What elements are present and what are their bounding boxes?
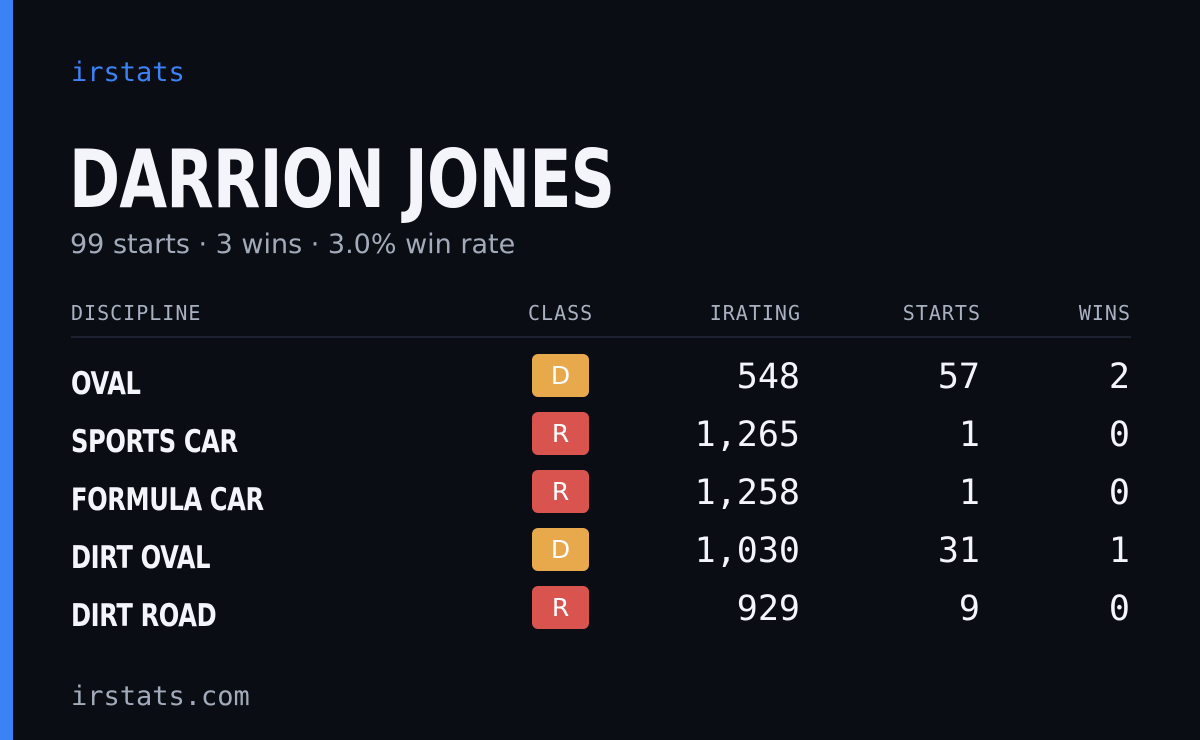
accent-bar — [0, 0, 13, 740]
header-starts: STARTS — [902, 301, 981, 325]
irating-value: 929 — [736, 589, 800, 629]
class-badge: D — [532, 354, 589, 397]
header-wins: WINS — [1078, 301, 1131, 325]
table-row: SPORTS CAR R 1,265 1 0 — [71, 412, 1131, 470]
header-irating: IRATING — [709, 301, 801, 325]
irating-value: 1,258 — [694, 473, 800, 513]
wins-value: 0 — [1108, 473, 1130, 513]
starts-value: 1 — [958, 415, 980, 455]
irating-value: 1,030 — [694, 531, 800, 571]
header-class: CLASS — [528, 301, 594, 325]
table-body: OVAL D 548 57 2 SPORTS CAR R 1,265 1 0 F… — [71, 354, 1131, 644]
class-badge: R — [532, 470, 589, 513]
discipline-name: SPORTS CAR — [71, 424, 238, 460]
wins-value: 0 — [1108, 589, 1130, 629]
footer-url[interactable]: irstats.com — [71, 681, 250, 712]
starts-value: 31 — [937, 531, 980, 571]
table-header: DISCIPLINE CLASS IRATING STARTS WINS — [71, 296, 1131, 338]
class-badge: R — [532, 586, 589, 629]
irating-value: 1,265 — [694, 415, 800, 455]
class-badge: R — [532, 412, 589, 455]
driver-summary: 99 starts · 3 wins · 3.0% win rate — [70, 229, 516, 260]
discipline-table: DISCIPLINE CLASS IRATING STARTS WINS OVA… — [71, 296, 1131, 644]
starts-value: 57 — [937, 357, 980, 397]
starts-value: 9 — [958, 589, 980, 629]
discipline-name: FORMULA CAR — [71, 482, 264, 518]
driver-name: DARRION JONES — [69, 133, 615, 226]
wins-value: 2 — [1108, 357, 1130, 397]
header-discipline: DISCIPLINE — [71, 301, 202, 325]
table-row: DIRT OVAL D 1,030 31 1 — [71, 528, 1131, 586]
irating-value: 548 — [736, 357, 800, 397]
discipline-name: DIRT ROAD — [71, 598, 217, 634]
table-row: DIRT ROAD R 929 9 0 — [71, 586, 1131, 644]
starts-value: 1 — [958, 473, 980, 513]
wins-value: 0 — [1108, 415, 1130, 455]
discipline-name: DIRT OVAL — [71, 540, 211, 576]
brand-logo[interactable]: irstats — [71, 57, 185, 88]
table-row: FORMULA CAR R 1,258 1 0 — [71, 470, 1131, 528]
table-row: OVAL D 548 57 2 — [71, 354, 1131, 412]
discipline-name: OVAL — [71, 366, 141, 402]
class-badge: D — [532, 528, 589, 571]
wins-value: 1 — [1108, 531, 1130, 571]
